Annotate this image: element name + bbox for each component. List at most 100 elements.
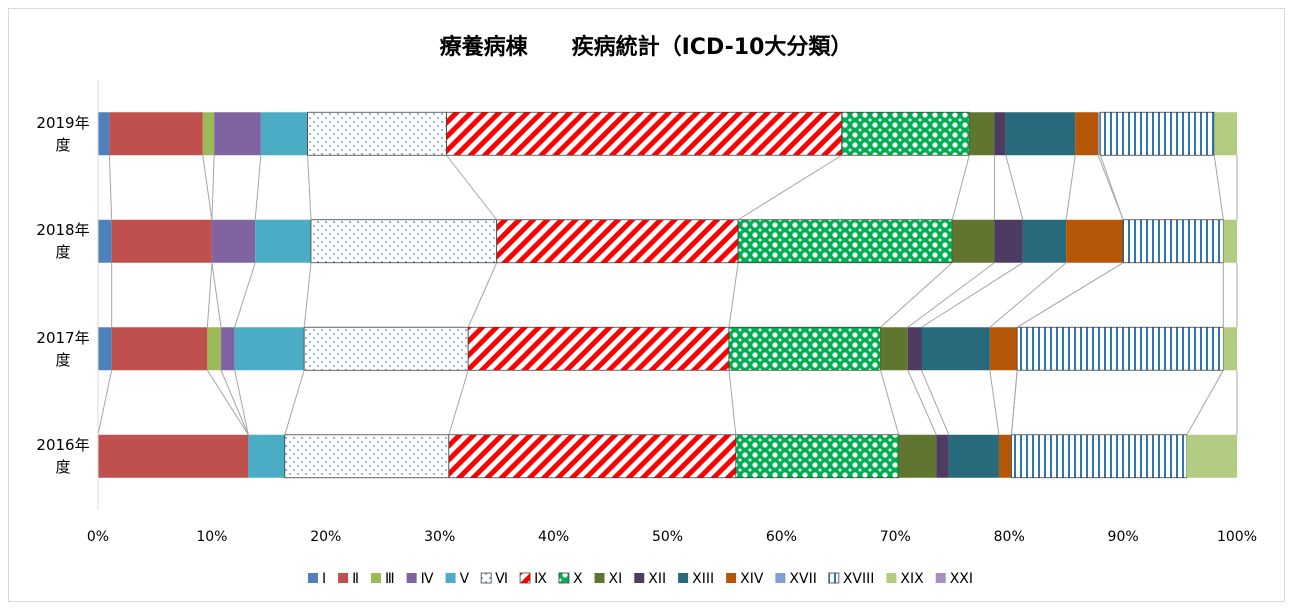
bar-segment (952, 219, 995, 263)
x-tick-label: 70% (880, 529, 911, 545)
legend-label: XIV (740, 571, 764, 587)
bar-segment (467, 326, 730, 371)
x-tick-label: 90% (1108, 529, 1139, 545)
series-line (1099, 155, 1124, 220)
bar-segment (446, 111, 843, 156)
series-line (737, 154, 843, 221)
bar-segment (234, 327, 305, 371)
bar-segment (202, 112, 215, 156)
series-line (206, 369, 249, 436)
series-line (1005, 155, 1024, 220)
legend-marker (445, 573, 456, 583)
legend-marker (634, 573, 645, 583)
category-label: 2017年度 (36, 328, 90, 369)
bar-segment (98, 327, 112, 371)
legend-label: XXI (950, 571, 973, 587)
bar-segment (841, 111, 970, 156)
legend-label: XVIII (843, 571, 875, 587)
series-line (1065, 155, 1076, 220)
series-line (907, 370, 937, 435)
series-line (448, 370, 469, 435)
bar-segment (307, 111, 447, 156)
series-line (234, 370, 249, 435)
bar-segment (880, 327, 908, 371)
bar-segment (1223, 219, 1237, 263)
series-line (284, 370, 305, 435)
series-line (307, 155, 312, 220)
legend-label: XI (609, 571, 623, 587)
legend-label: Ⅱ (352, 571, 359, 587)
x-tick-label: 40% (538, 529, 569, 545)
bar-segment (1186, 434, 1237, 478)
bar-segment (98, 434, 249, 478)
bar-segment (1016, 326, 1224, 371)
series-line (1016, 262, 1124, 328)
x-tick-label: 100% (1217, 529, 1257, 545)
bar-segment (98, 219, 112, 263)
series-line (989, 262, 1067, 328)
series-line (234, 262, 256, 328)
series-line (211, 155, 215, 220)
series-line (108, 155, 113, 220)
legend-label: Ⅸ (534, 571, 547, 587)
bar-segment (255, 219, 311, 263)
legend-marker (371, 573, 381, 583)
series-line (921, 370, 950, 435)
legend-label: Ⅲ (385, 571, 395, 587)
bar-segment (1022, 219, 1067, 263)
x-tick-label: 80% (994, 529, 1025, 545)
chart-border (8, 8, 1285, 602)
legend-marker (480, 572, 492, 584)
legend-label: Ⅹ (573, 571, 583, 587)
bar-segment (221, 327, 235, 371)
legend-marker (828, 572, 840, 584)
x-tick-label: 0% (87, 529, 109, 545)
series-line (951, 155, 970, 220)
series-line (1010, 370, 1018, 435)
bar-segment (111, 327, 208, 371)
legend-marker (678, 573, 689, 583)
series-line (728, 370, 737, 435)
series-line (1186, 370, 1224, 435)
bar-segment (1223, 327, 1237, 371)
bar-segment (1122, 219, 1224, 264)
bar-segment (207, 327, 222, 371)
series-line (921, 262, 1024, 328)
legend-marker (558, 572, 570, 584)
legend-label: XIII (692, 571, 714, 587)
bar-segment (735, 434, 900, 479)
bar-segment (448, 434, 737, 479)
bar-segment (921, 327, 990, 371)
bar-segment (211, 219, 256, 263)
bar-segment (989, 327, 1018, 371)
legend-marker (338, 573, 349, 583)
series-line (989, 370, 1000, 435)
legend-label: XIX (900, 571, 924, 587)
legend-label: Ⅰ (322, 571, 326, 587)
bar-segment (1214, 112, 1237, 156)
bar-segment (1005, 112, 1076, 156)
bar-segment (1099, 111, 1215, 156)
bar-segment (994, 219, 1023, 263)
legend-marker (594, 573, 605, 583)
series-line (97, 370, 113, 435)
bar-segment (303, 326, 469, 371)
bar-segment (948, 434, 999, 478)
series-line (446, 154, 498, 221)
legend-label: Ⅵ (495, 571, 508, 587)
category-label: 2016年度 (36, 436, 90, 477)
legend-marker (886, 573, 897, 583)
series-line (907, 262, 995, 328)
legend-marker (406, 573, 417, 583)
series-line (880, 262, 953, 328)
series-line (202, 155, 213, 220)
category-label: 2018年度 (36, 221, 90, 262)
bar-segment (1098, 112, 1101, 156)
x-tick-label: 50% (652, 529, 683, 545)
bar-segment (111, 219, 212, 263)
x-tick-label: 10% (196, 529, 227, 545)
x-tick-label: 60% (766, 529, 797, 545)
bar-segment (1011, 434, 1188, 479)
x-tick-label: 30% (424, 529, 455, 545)
